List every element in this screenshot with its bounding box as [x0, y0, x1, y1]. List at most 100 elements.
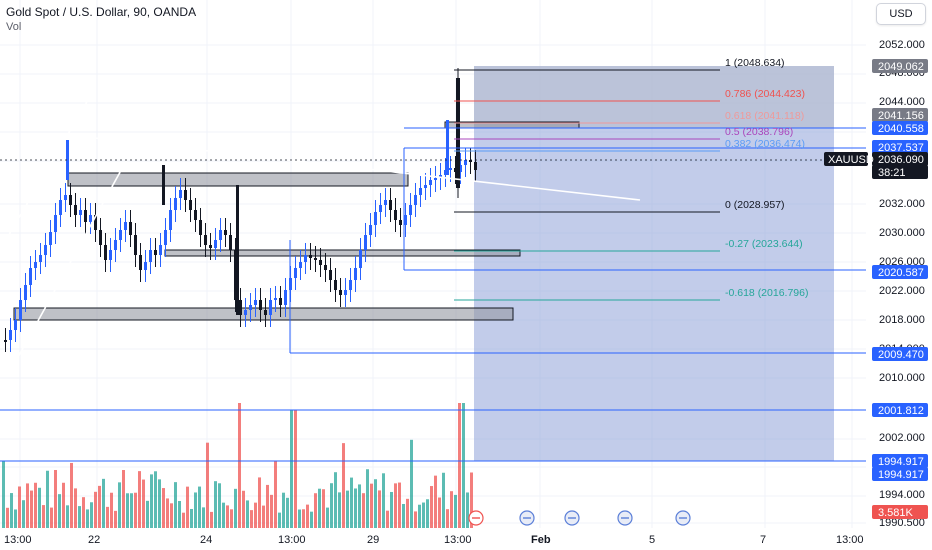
volume-bar	[46, 470, 49, 528]
candle-body	[279, 298, 282, 305]
price-label-bg	[872, 467, 928, 481]
price-tick: 2018.000	[879, 314, 925, 326]
price-label-bg	[872, 121, 928, 135]
candle-body	[194, 210, 197, 220]
candle-body	[304, 255, 307, 262]
volume-bar	[282, 492, 285, 528]
candle-body	[39, 255, 42, 262]
volume-label[interactable]: Vol	[6, 21, 22, 33]
candle-body	[104, 245, 107, 260]
time-tick: 13:00	[836, 534, 864, 546]
candle-body	[94, 215, 97, 230]
volume-bar	[302, 509, 305, 528]
candle-body	[254, 300, 257, 305]
volume-bar	[458, 403, 461, 528]
candle-body	[299, 262, 302, 268]
candle-body	[429, 180, 432, 185]
volume-bar	[70, 462, 73, 528]
candle-body	[49, 232, 52, 245]
economic-events[interactable]	[468, 510, 691, 526]
volume-bar	[366, 469, 369, 528]
candle-body	[399, 220, 402, 225]
candle-body	[159, 245, 162, 255]
volume-bar	[406, 498, 409, 528]
time-tick: 7	[760, 534, 766, 546]
price-tick: 2002.000	[879, 432, 925, 444]
candle-body	[29, 268, 32, 285]
candle-body	[244, 310, 247, 315]
volume-bar	[134, 492, 137, 528]
price-label: 1994.917	[878, 456, 924, 468]
volume-bar	[454, 494, 457, 528]
candle-body	[384, 200, 387, 205]
volume-bar	[182, 512, 185, 528]
volume-bar	[86, 509, 89, 528]
price-label-bg	[872, 140, 928, 154]
volume-bar	[126, 493, 129, 528]
volume-bar	[318, 488, 321, 528]
candle-body	[334, 280, 337, 290]
volume-bar	[278, 512, 281, 528]
volume-bar	[442, 472, 445, 528]
volume-bar	[298, 509, 301, 528]
price-label-bg	[872, 403, 928, 417]
price-label: 2040.558	[878, 123, 924, 135]
price-axis-bg	[866, 0, 932, 528]
candle-body	[154, 250, 157, 255]
symbol-tag: XAUUSD	[828, 154, 874, 166]
price-label: 3.581K	[878, 507, 914, 519]
candle-body	[34, 262, 37, 268]
price-label-bg	[872, 165, 928, 179]
candle-body	[259, 300, 262, 310]
candle-body	[9, 330, 12, 340]
candle-body	[79, 210, 82, 215]
candle-body	[114, 240, 117, 250]
candle-body	[249, 305, 252, 310]
price-axis[interactable]: 2052.0002048.0002044.0002040.0002036.000…	[866, 0, 932, 529]
volume-bar	[434, 475, 437, 528]
volume-bar	[10, 493, 13, 528]
volume-bar	[154, 471, 157, 528]
volume-bar	[234, 488, 237, 528]
volume-bar	[114, 510, 117, 528]
volume-bar	[290, 410, 293, 528]
volume-bar	[194, 492, 197, 528]
candle-body	[354, 268, 357, 280]
candle-body	[119, 230, 122, 240]
fib-labels: 1 (2048.634) 0.786 (2044.423) 0.618 (2041.…	[725, 57, 808, 299]
volume-bar	[202, 507, 205, 528]
volume-bar	[306, 504, 309, 528]
volume-bar	[346, 490, 349, 528]
candle-body	[469, 160, 472, 162]
volume-bar	[78, 506, 81, 528]
time-axis[interactable]: 13:00 22 24 13:00 29 13:00 Feb 5 7 13:00	[0, 528, 932, 550]
volume-bar	[22, 500, 25, 528]
volume-bar	[378, 490, 381, 528]
symbol-title[interactable]: Gold Spot / U.S. Dollar, 90, OANDA	[6, 5, 197, 19]
candle-body	[329, 270, 332, 280]
time-tick: 5	[649, 534, 655, 546]
fib-level-label: -0.27 (2023.644)	[725, 238, 803, 250]
symbol-tag-bg	[824, 152, 868, 166]
volume-bar	[414, 511, 417, 528]
price-label: 2041.156	[878, 110, 924, 122]
candle-body	[209, 245, 212, 248]
volume-bar	[158, 479, 161, 528]
volume-bar	[266, 484, 269, 528]
volume-bar	[38, 487, 41, 528]
currency-button[interactable]: USD	[876, 3, 926, 25]
candle-body	[239, 300, 242, 315]
price-tick: 2030.000	[879, 227, 925, 239]
volume-bar	[174, 482, 177, 528]
volume-bar	[430, 486, 433, 528]
volume-bar	[310, 511, 313, 528]
volume-bar	[262, 505, 265, 528]
price-zones	[13, 66, 834, 461]
volume-bar	[450, 491, 453, 528]
volume-bar	[150, 474, 153, 528]
volume-bar	[74, 488, 77, 528]
time-tick: Feb	[531, 534, 551, 546]
support-box	[13, 307, 514, 321]
candle-body	[54, 215, 57, 232]
